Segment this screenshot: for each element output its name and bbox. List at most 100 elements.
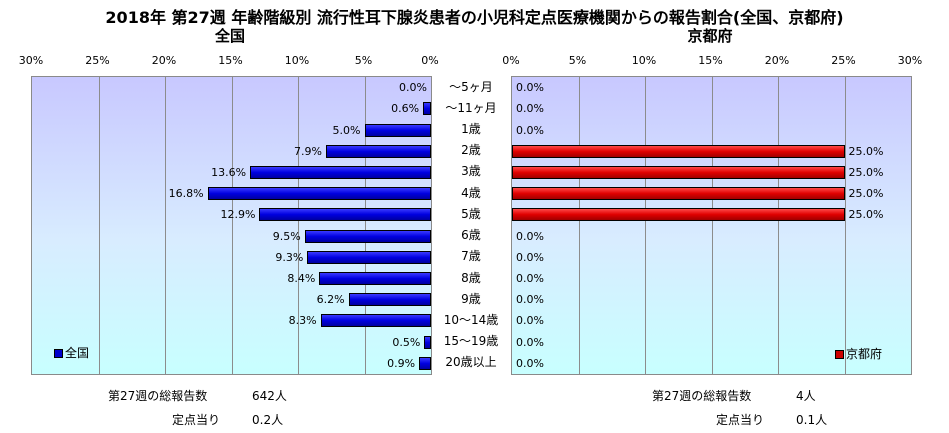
national-reports-value: 642人	[252, 389, 287, 403]
kyoto-gridline	[845, 77, 846, 374]
kyoto-tick-label: 0%	[502, 54, 520, 67]
national-bar	[364, 123, 431, 137]
kyoto-tick-label: 25%	[831, 54, 856, 67]
national-legend-label: 全国	[65, 346, 90, 360]
national-bar	[423, 102, 431, 116]
age-category-label: 2歳	[461, 143, 481, 158]
national-value-label: 9.5%	[272, 229, 301, 243]
kyoto-tick-label: 10%	[631, 54, 657, 67]
kyoto-reports-value: 4人	[796, 389, 816, 403]
national-plot-area: 全国 0.0% 0.6% 5.0% 7.9% 13.6% 16.8% 12.9% 9.5% 9.…	[31, 76, 432, 375]
national-gridline	[365, 77, 366, 374]
kyoto-tick-label: 30%	[897, 54, 923, 67]
kyoto-tick-label: 15%	[698, 54, 723, 67]
kyoto-value-label: 0.0%	[516, 81, 544, 95]
national-tick-label: 10%	[284, 54, 310, 67]
kyoto-bar	[512, 165, 845, 179]
kyoto-value-label: 0.0%	[516, 356, 544, 370]
age-category-label: 5歳	[461, 206, 481, 221]
national-bar	[307, 250, 431, 264]
kyoto-plot-area: 京都府 0.0% 0.0% 0.0% 25.0% 25.0% 25.0% 25.0% 0.0%…	[511, 76, 912, 375]
kyoto-value-label: 0.0%	[516, 123, 544, 137]
national-value-label: 16.8%	[168, 187, 204, 201]
age-category-label: 7歳	[461, 249, 481, 264]
kyoto-legend-label: 京都府	[846, 347, 883, 361]
national-tick-label: 15%	[218, 54, 243, 67]
kyoto-value-label: 25.0%	[848, 144, 884, 158]
kyoto-value-label: 25.0%	[848, 187, 884, 201]
national-bar	[319, 272, 431, 286]
kyoto-bar	[512, 187, 845, 201]
age-category-label: 10～14歳	[443, 312, 499, 327]
national-bar	[259, 208, 431, 222]
national-gridline	[165, 77, 166, 374]
kyoto-gridline	[645, 77, 646, 374]
national-gridline	[232, 77, 233, 374]
national-gridline	[298, 77, 299, 374]
kyoto-value-label: 0.0%	[516, 272, 544, 286]
age-category-label: 9歳	[461, 291, 481, 306]
national-tick-label: 25%	[85, 54, 110, 67]
national-bar	[419, 356, 431, 370]
kyoto-value-label: 0.0%	[516, 335, 544, 349]
national-bar	[304, 229, 431, 243]
age-category-label: 6歳	[461, 228, 481, 243]
national-value-label: 13.6%	[211, 165, 247, 179]
age-category-label: 15～19歳	[443, 334, 499, 349]
national-tick-label: 30%	[18, 54, 44, 67]
national-bar	[424, 335, 431, 349]
national-value-label: 5.0%	[332, 123, 361, 137]
national-tick-label: 5%	[354, 54, 373, 67]
national-value-label: 0.0%	[399, 81, 427, 95]
national-value-label: 0.9%	[387, 356, 416, 370]
kyoto-per-site-label: 定点当り	[716, 413, 765, 427]
age-category-label: 4歳	[461, 185, 481, 200]
national-bar	[207, 187, 431, 201]
kyoto-gridline	[579, 77, 580, 374]
kyoto-tick-label: 20%	[764, 54, 790, 67]
national-value-label: 0.6%	[391, 102, 420, 116]
age-category-label: ～11ヶ月	[445, 100, 497, 115]
kyoto-legend-swatch	[835, 350, 844, 359]
national-bar	[320, 314, 431, 328]
chart-title: 2018年 第27週 年齢階級別 流行性耳下腺炎患者の小児科定点医療機関からの報…	[105, 8, 844, 27]
kyoto-value-label: 25.0%	[848, 165, 884, 179]
age-category-label: 3歳	[461, 164, 481, 179]
kyoto-panel-title: 京都府	[687, 27, 733, 45]
age-category-label: 1歳	[461, 122, 481, 137]
kyoto-value-label: 25.0%	[848, 208, 884, 222]
kyoto-tick-label: 5%	[568, 54, 587, 67]
kyoto-per-site-value: 0.1人	[796, 413, 828, 427]
age-category-label: 8歳	[461, 270, 481, 285]
national-tick-label: 0%	[421, 54, 439, 67]
national-legend: 全国	[54, 344, 89, 361]
national-per-site-value: 0.2人	[252, 413, 284, 427]
kyoto-value-label: 0.0%	[516, 314, 544, 328]
national-value-label: 7.9%	[293, 144, 322, 158]
national-value-label: 8.4%	[287, 272, 316, 286]
age-category-label: 20歳以上	[445, 355, 497, 370]
kyoto-value-label: 0.0%	[516, 250, 544, 264]
national-reports-label: 第27週の総報告数	[108, 389, 208, 403]
age-category-label: ～5ヶ月	[449, 79, 493, 94]
national-bar	[325, 144, 431, 158]
kyoto-bar	[512, 208, 845, 222]
kyoto-gridline	[778, 77, 779, 374]
national-legend-swatch	[54, 349, 63, 358]
kyoto-gridline	[712, 77, 713, 374]
kyoto-value-label: 0.0%	[516, 229, 544, 243]
kyoto-legend: 京都府	[835, 345, 882, 362]
national-value-label: 6.2%	[316, 293, 345, 307]
kyoto-value-label: 0.0%	[516, 293, 544, 307]
national-value-label: 12.9%	[220, 208, 256, 222]
national-per-site-label: 定点当り	[172, 413, 221, 427]
kyoto-reports-label: 第27週の総報告数	[652, 389, 752, 403]
national-value-label: 9.3%	[275, 250, 304, 264]
national-value-label: 0.5%	[392, 335, 421, 349]
national-bar	[348, 293, 431, 307]
kyoto-bar	[512, 144, 845, 158]
kyoto-value-label: 0.0%	[516, 102, 544, 116]
national-panel-title: 全国	[214, 27, 245, 45]
national-value-label: 8.3%	[288, 314, 317, 328]
national-bar	[250, 165, 431, 179]
